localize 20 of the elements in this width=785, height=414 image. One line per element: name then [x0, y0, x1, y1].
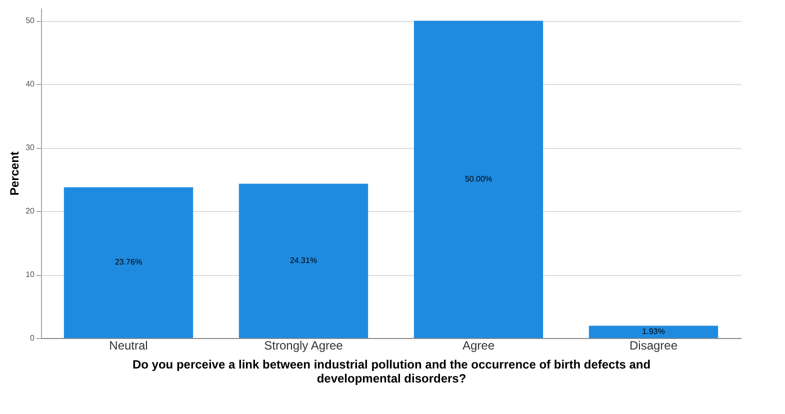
bar: [588, 326, 718, 338]
data-label: 24.31%: [290, 256, 318, 265]
data-label: 1.93%: [642, 326, 665, 336]
x-axis-title: Do you perceive a link between industrial pollution and the occurrence of birth defects and developmental disorders?: [132, 358, 651, 386]
data-label: 23.76%: [114, 258, 142, 267]
x-tick-label: Agree: [462, 338, 495, 352]
x-tick-label: Neutral: [109, 338, 148, 352]
x-tick-label: Strongly Agree: [264, 338, 344, 352]
y-tick-label: 40: [26, 80, 36, 89]
data-label: 50.00%: [464, 174, 492, 184]
y-tick-label: 20: [26, 206, 36, 216]
y-tick-label: 30: [26, 143, 36, 152]
y-tick-label: 50: [26, 16, 36, 26]
bar: [64, 187, 194, 338]
y-tick-label: 10: [26, 270, 36, 280]
bar: [414, 20, 544, 338]
bar: [238, 184, 368, 338]
y-tick-label: 0: [30, 334, 36, 342]
x-tick-label: Disagree: [629, 338, 678, 352]
y-axis-title: Percent: [8, 151, 22, 196]
